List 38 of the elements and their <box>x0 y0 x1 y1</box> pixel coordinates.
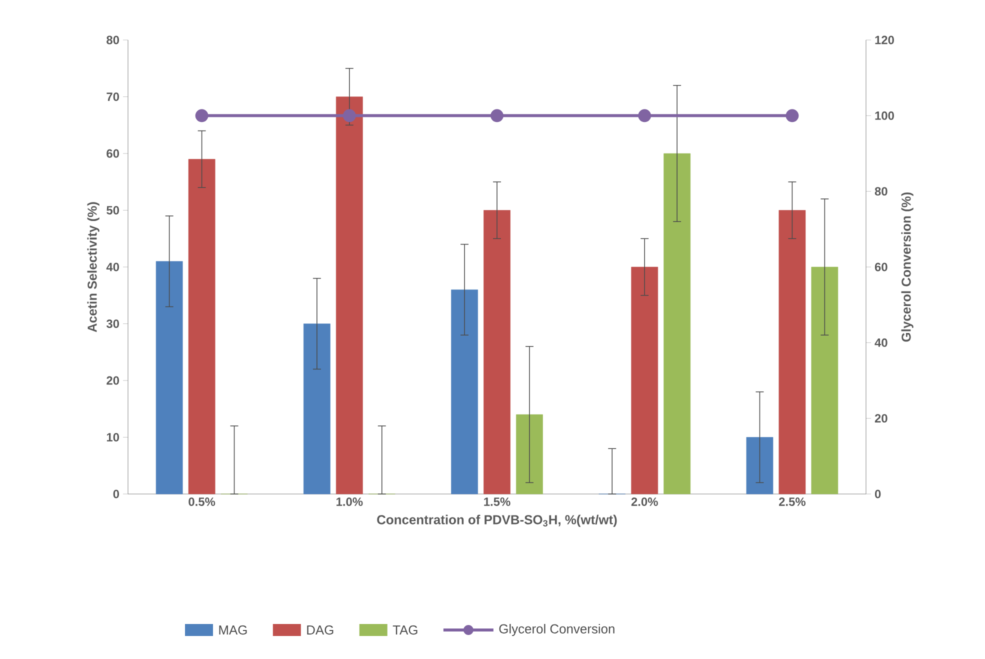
x-tick-label: 0.5% <box>188 498 216 506</box>
x-axis-title: Concentration of PDVB-SO$_{3}$H, %(wt/wt) <box>377 514 617 527</box>
bar <box>188 159 216 494</box>
bar <box>484 210 510 494</box>
y-tick-label: 50 <box>106 206 120 214</box>
x-tick-label: 1.0% <box>336 498 363 506</box>
x-tick-label: 1.5% <box>484 498 510 506</box>
x-tick-label: 2.0% <box>631 498 658 506</box>
y-tick-label: 10 <box>106 433 120 442</box>
legend-label: DAG <box>307 625 334 635</box>
y2-tick-label: 100 <box>875 111 894 120</box>
y-tick-label: 80 <box>106 36 120 44</box>
bar <box>811 266 838 494</box>
y2-axis-title: Glycerol Conversion (%) <box>901 192 914 342</box>
bar <box>156 261 183 494</box>
x-tick-label: 2.5% <box>779 498 806 506</box>
y-axis-title: Acetin Selectivity (%) <box>87 202 100 332</box>
y-tick-label: 70 <box>106 92 120 101</box>
bar <box>336 96 363 494</box>
y-tick-label: 60 <box>106 149 120 158</box>
bar <box>631 266 658 494</box>
bar <box>664 153 691 494</box>
y2-tick-label: 0 <box>874 490 881 498</box>
legend-label: MAG <box>219 625 247 635</box>
y2-tick-label: 20 <box>874 414 888 423</box>
y-tick-label: 20 <box>106 376 120 385</box>
y2-tick-label: 80 <box>874 187 888 196</box>
bar <box>451 290 478 494</box>
y2-tick-label: 40 <box>874 338 888 347</box>
y-tick-label: 40 <box>106 262 120 272</box>
y2-tick-label: 60 <box>874 262 888 272</box>
bar <box>778 210 806 494</box>
legend-label: TAG <box>392 625 418 635</box>
y2-tick-label: 120 <box>875 36 894 44</box>
y-tick-label: 0 <box>113 490 120 498</box>
bar <box>303 324 330 494</box>
legend-label: Glycerol Conversion <box>499 624 614 636</box>
y-tick-label: 30 <box>106 320 120 328</box>
